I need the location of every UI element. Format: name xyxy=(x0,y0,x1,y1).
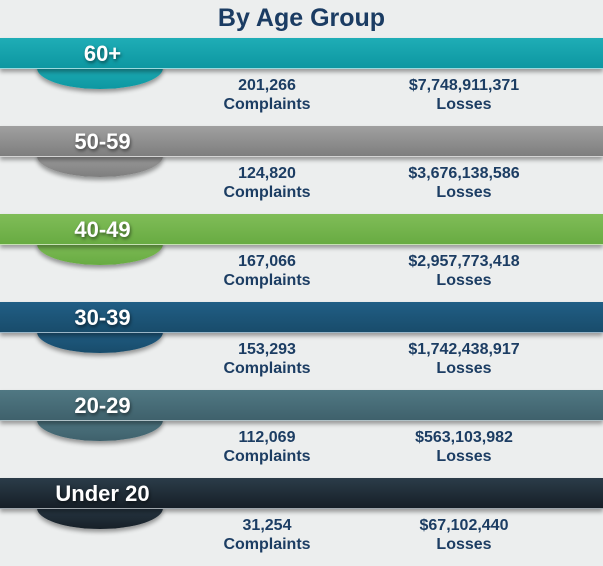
age-group-row: 20-29 112,069 Complaints $563,103,982 Lo… xyxy=(0,390,603,478)
complaints-label: Complaints xyxy=(223,360,311,377)
ribbon-bar xyxy=(0,390,603,421)
ribbon-bar xyxy=(0,126,603,157)
age-group-row: 40-49 167,066 Complaints $2,957,773,418 … xyxy=(0,214,603,302)
losses-value: $3,676,138,586 xyxy=(408,165,520,182)
age-group-row: Under 20 31,254 Complaints $67,102,440 L… xyxy=(0,478,603,566)
losses-label: Losses xyxy=(436,96,492,113)
ribbon-bar xyxy=(0,38,603,69)
losses-value: $1,742,438,917 xyxy=(408,341,520,358)
losses-label: Losses xyxy=(436,184,492,201)
age-group-label: 50-59 xyxy=(74,129,131,154)
age-group-row: 60+ 201,266 Complaints $7,748,911,371 Lo… xyxy=(0,38,603,126)
complaints-label: Complaints xyxy=(223,536,311,553)
complaints-value: 124,820 xyxy=(238,165,296,182)
losses-stat: $563,103,982 Losses xyxy=(349,428,579,466)
losses-stat: $3,676,138,586 Losses xyxy=(349,164,579,202)
losses-value: $67,102,440 xyxy=(419,517,509,534)
complaints-stat: 31,254 Complaints xyxy=(152,516,382,554)
losses-value: $7,748,911,371 xyxy=(408,77,520,94)
complaints-value: 153,293 xyxy=(238,341,296,358)
complaints-label: Complaints xyxy=(223,96,311,113)
losses-value: $2,957,773,418 xyxy=(408,253,520,270)
complaints-value: 31,254 xyxy=(242,517,292,534)
losses-label: Losses xyxy=(436,448,492,465)
age-group-label: 60+ xyxy=(83,41,122,66)
losses-stat: $2,957,773,418 Losses xyxy=(349,252,579,290)
ribbon-bar xyxy=(0,214,603,245)
losses-stat: $67,102,440 Losses xyxy=(349,516,579,554)
ribbon-bar xyxy=(0,302,603,333)
complaints-stat: 124,820 Complaints xyxy=(152,164,382,202)
complaints-label: Complaints xyxy=(223,184,311,201)
age-group-label: Under 20 xyxy=(55,481,150,506)
losses-label: Losses xyxy=(436,536,492,553)
losses-stat: $1,742,438,917 Losses xyxy=(349,340,579,378)
complaints-label: Complaints xyxy=(223,272,311,289)
complaints-label: Complaints xyxy=(223,448,311,465)
ribbon-bar xyxy=(0,478,603,509)
age-group-label: 20-29 xyxy=(74,393,131,418)
losses-label: Losses xyxy=(436,272,492,289)
chart-title: By Age Group xyxy=(217,4,386,32)
complaints-value: 167,066 xyxy=(238,253,296,270)
age-group-label: 30-39 xyxy=(74,305,131,330)
complaints-stat: 153,293 Complaints xyxy=(152,340,382,378)
age-group-row: 30-39 153,293 Complaints $1,742,438,917 … xyxy=(0,302,603,390)
losses-label: Losses xyxy=(436,360,492,377)
age-group-row: 50-59 124,820 Complaints $3,676,138,586 … xyxy=(0,126,603,214)
losses-stat: $7,748,911,371 Losses xyxy=(349,76,579,114)
complaints-stat: 167,066 Complaints xyxy=(152,252,382,290)
complaints-value: 112,069 xyxy=(238,429,296,446)
age-group-label: 40-49 xyxy=(74,217,131,242)
losses-value: $563,103,982 xyxy=(415,429,513,446)
complaints-stat: 112,069 Complaints xyxy=(152,428,382,466)
complaints-stat: 201,266 Complaints xyxy=(152,76,382,114)
complaints-value: 201,266 xyxy=(238,77,296,94)
